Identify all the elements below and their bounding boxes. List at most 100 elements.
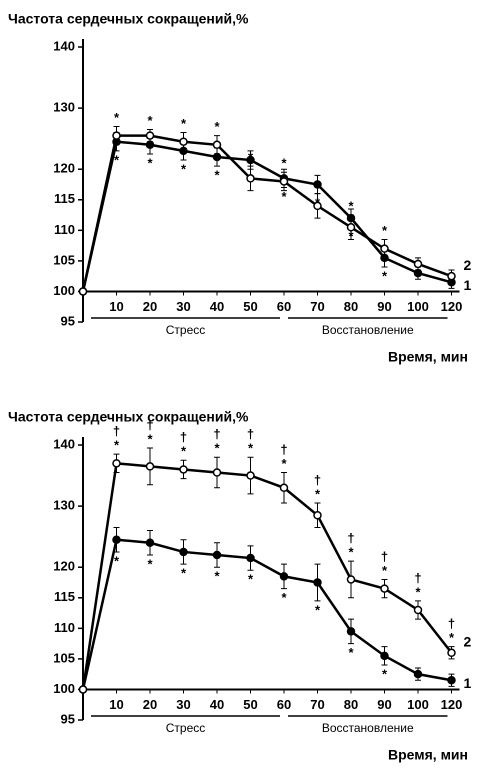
significance-star: * — [315, 602, 321, 617]
x-tick-label: 80 — [344, 299, 358, 314]
significance-star: * — [147, 556, 153, 571]
y-tick-label: 115 — [54, 191, 75, 206]
significance-star: * — [248, 441, 254, 456]
data-point — [246, 174, 255, 183]
data-point — [413, 605, 423, 615]
data-point — [78, 685, 88, 694]
data-point — [380, 244, 389, 253]
x-tick-label: 20 — [143, 299, 157, 314]
data-point — [246, 155, 255, 165]
series-line — [81, 134, 452, 292]
data-point — [413, 669, 423, 679]
data-point — [447, 648, 456, 658]
significance-dagger: † — [314, 472, 321, 487]
significance-star: * — [382, 666, 388, 681]
significance-star: * — [114, 438, 120, 453]
y-tick-label: 95 — [61, 711, 75, 726]
y-tick-label: 105 — [53, 252, 75, 267]
x-tick-label: 50 — [243, 299, 257, 314]
significance-star: * — [348, 198, 354, 213]
data-point — [279, 483, 289, 493]
significance-star: * — [147, 431, 153, 446]
data-point — [145, 140, 155, 150]
significance-star: * — [281, 456, 287, 471]
x-tick-label: 70 — [310, 299, 324, 314]
significance-star: * — [315, 177, 321, 192]
significance-star: * — [181, 116, 187, 131]
y-tick-label: 130 — [53, 100, 75, 115]
data-point — [246, 553, 255, 563]
series-line — [81, 461, 453, 690]
significance-star: * — [181, 566, 187, 581]
data-point — [346, 575, 356, 584]
significance-star: * — [315, 486, 321, 501]
chart-title: Частота сердечных сокращений,% — [8, 409, 249, 425]
x-tick-label: 30 — [176, 697, 190, 712]
significance-dagger: † — [381, 549, 388, 564]
x-tick-label: 10 — [109, 697, 123, 712]
y-tick-label: 120 — [53, 161, 75, 176]
significance-dagger: † — [213, 427, 220, 442]
significance-star: * — [214, 569, 220, 584]
x-tick-label: 10 — [109, 299, 123, 314]
series-label: 2 — [464, 257, 472, 273]
data-point — [246, 471, 255, 480]
significance-star: * — [248, 150, 254, 165]
significance-star: * — [449, 630, 455, 645]
chart-title: Частота сердечных сокращений,% — [8, 11, 249, 27]
x-axis-title: Время, мин — [388, 349, 468, 365]
y-tick-label: 110 — [54, 222, 75, 237]
data-point — [346, 223, 356, 232]
series-line — [81, 538, 452, 690]
data-point — [380, 651, 389, 661]
significance-star: * — [281, 189, 287, 204]
data-point — [380, 584, 389, 593]
data-point — [413, 259, 423, 269]
significance-star: * — [181, 161, 187, 176]
significance-star: * — [114, 110, 120, 125]
data-point — [279, 177, 289, 186]
group-label: Стресс — [166, 323, 206, 337]
y-tick-label: 105 — [53, 650, 75, 665]
data-point — [212, 152, 222, 162]
significance-star: * — [114, 152, 120, 167]
significance-star: * — [214, 441, 220, 456]
data-point — [413, 268, 423, 278]
data-point — [212, 140, 222, 150]
group-label: Стресс — [166, 721, 206, 735]
significance-star: * — [281, 590, 287, 605]
group-label: Восстановление — [322, 721, 414, 735]
x-tick-label: 60 — [277, 697, 291, 712]
significance-star: * — [147, 155, 153, 170]
x-tick-label: 60 — [277, 299, 291, 314]
significance-star: * — [147, 113, 153, 128]
y-tick-label: 110 — [54, 620, 75, 635]
y-tick-label: 100 — [53, 681, 75, 696]
significance-dagger: † — [180, 430, 187, 445]
data-point — [346, 627, 356, 636]
data-point — [112, 535, 121, 544]
y-tick-label: 115 — [54, 589, 75, 604]
data-point — [212, 550, 222, 560]
data-point — [212, 468, 222, 477]
significance-dagger: † — [414, 570, 421, 585]
series-line — [81, 140, 452, 292]
significance-dagger: † — [146, 417, 153, 432]
significance-star: * — [114, 553, 120, 568]
significance-dagger: † — [247, 427, 254, 442]
y-tick-label: 120 — [53, 559, 75, 574]
x-tick-label: 40 — [210, 299, 224, 314]
significance-dagger: † — [347, 531, 354, 546]
x-tick-label: 70 — [310, 697, 324, 712]
y-tick-label: 140 — [53, 38, 75, 53]
y-tick-label: 100 — [53, 283, 75, 298]
data-point — [112, 459, 121, 468]
x-tick-label: 20 — [143, 697, 157, 712]
significance-star: * — [214, 168, 220, 183]
data-point — [313, 180, 322, 189]
significance-star: * — [281, 156, 287, 171]
data-point — [179, 137, 188, 146]
data-point — [145, 538, 155, 548]
x-tick-label: 120 — [441, 697, 463, 712]
data-point — [447, 271, 456, 281]
